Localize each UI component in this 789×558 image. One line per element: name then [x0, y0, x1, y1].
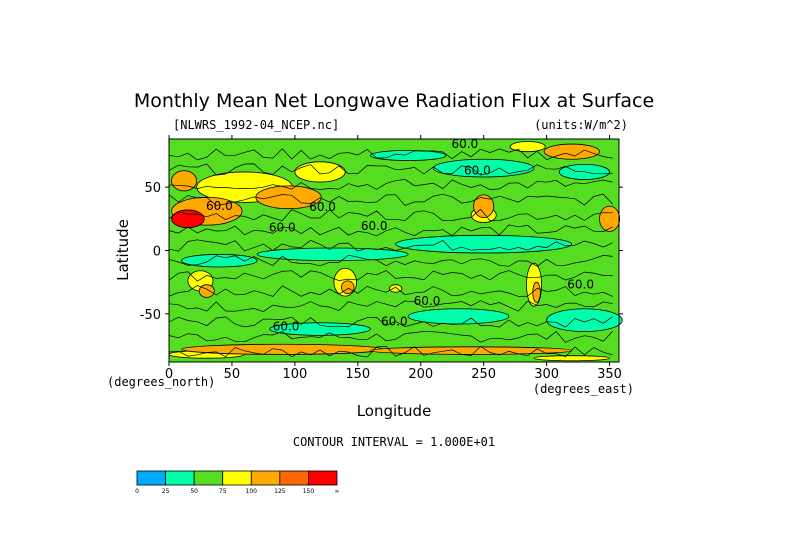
contour-label: 60.0	[567, 278, 594, 292]
colorbar: 0 25 50 75 100 125 150 ∞	[135, 470, 340, 495]
x-tick-label: 150	[345, 367, 370, 382]
x-tick-label: 100	[282, 367, 307, 382]
field-region-cyan	[256, 247, 409, 262]
contour-label: 60.0	[464, 163, 491, 177]
field-region-red	[171, 209, 205, 229]
field-region-yellow	[509, 141, 546, 153]
chart-title: Monthly Mean Net Longwave Radiation Flux…	[134, 90, 654, 112]
field-region-cyan	[269, 322, 371, 336]
contour-label: 60.0	[381, 314, 408, 328]
contour-label: 60.0	[206, 199, 233, 213]
field-region-cyan	[432, 158, 535, 178]
contour-line	[168, 345, 613, 358]
field-region-orange	[599, 205, 621, 232]
field-region-cyan	[546, 308, 623, 332]
field-region-yellow	[533, 355, 610, 362]
field-layer	[168, 141, 623, 362]
colorbar-label: 50	[190, 488, 198, 495]
contour-line	[168, 254, 613, 267]
contour-label: 60.0	[451, 137, 478, 151]
contour-line	[168, 316, 613, 328]
field-region-orange	[473, 194, 495, 218]
x-tick-label: 50	[224, 367, 241, 382]
units-label: (units:W/m^2)	[534, 118, 628, 132]
file-label: [NLWRS_1992-04_NCEP.nc]	[173, 118, 339, 132]
field-region-yellow	[388, 284, 403, 293]
colorbar-label: 75	[219, 488, 227, 495]
x-tick-label: 200	[408, 367, 433, 382]
contour-line	[168, 300, 613, 312]
y-axis-ticks: -50 0 50	[140, 181, 623, 323]
field-region-orange	[543, 143, 600, 160]
colorbar-swatch	[193, 470, 224, 486]
contour-label: 60.0	[309, 200, 336, 214]
x-tick-label: 300	[534, 367, 559, 382]
x-tick-label: 0	[165, 367, 173, 382]
contour-line	[168, 285, 613, 297]
colorbar-swatch	[279, 470, 309, 486]
contour-label: 60.0	[269, 220, 296, 234]
contour-line	[168, 239, 613, 252]
x-tick-label: 250	[471, 367, 496, 382]
colorbar-swatch	[308, 470, 338, 486]
contour-interval-label: CONTOUR INTERVAL = 1.000E+01	[293, 435, 495, 449]
colorbar-label: 125	[274, 488, 286, 495]
y-axis-label: Latitude	[114, 219, 132, 281]
field-region-cyan	[369, 150, 447, 161]
field-region-orange	[181, 343, 384, 355]
contour-lines	[168, 148, 613, 358]
y-tick-label: -50	[140, 308, 161, 323]
colorbar-swatch	[222, 470, 252, 486]
plot-area: 60.0 60.0 60.0 60.0 60.0 60.0 60.0 60.0 60.0 60.0	[168, 137, 623, 363]
contour-line	[168, 148, 613, 161]
y-tick-label: 0	[153, 245, 161, 260]
contour-label: 60.0	[414, 294, 441, 308]
contour-line	[168, 330, 613, 343]
contour-line	[168, 224, 613, 237]
contour-line	[168, 208, 613, 222]
contour-line	[168, 270, 613, 282]
y-tick-label: 50	[144, 181, 161, 196]
x-axis-ticks: 0 50 100 150 200 250 300 350	[165, 135, 622, 382]
field-region-cyan	[395, 234, 573, 254]
x-tick-label: 350	[597, 367, 622, 382]
colorbar-swatch	[250, 470, 281, 486]
colorbar-label: 0	[135, 488, 139, 495]
x-axis-label: Longitude	[357, 402, 432, 420]
colorbar-label: ∞	[335, 488, 340, 495]
contour-label: 60.0	[273, 319, 300, 333]
field-region-orange	[171, 170, 198, 192]
contour-labels: 60.0 60.0 60.0 60.0 60.0 60.0 60.0 60.0 60.0 60.0	[206, 137, 594, 333]
y-unit-label: (degrees_north)	[107, 375, 215, 389]
contour-line	[168, 163, 613, 176]
contour-line	[168, 179, 613, 190]
contour-label: 60.0	[361, 219, 388, 233]
colorbar-swatch	[136, 470, 166, 486]
contour-line	[168, 193, 613, 206]
colorbar-label: 25	[162, 488, 170, 495]
colorbar-label: 100	[246, 488, 258, 495]
field-region-orange	[532, 281, 541, 303]
x-unit-label: (degrees_east)	[533, 382, 634, 396]
field-region-orange	[198, 284, 215, 298]
colorbar-swatch	[165, 470, 195, 486]
field-region-yellow	[294, 161, 346, 183]
colorbar-label: 150	[303, 488, 315, 495]
field-region-orange	[369, 346, 573, 355]
